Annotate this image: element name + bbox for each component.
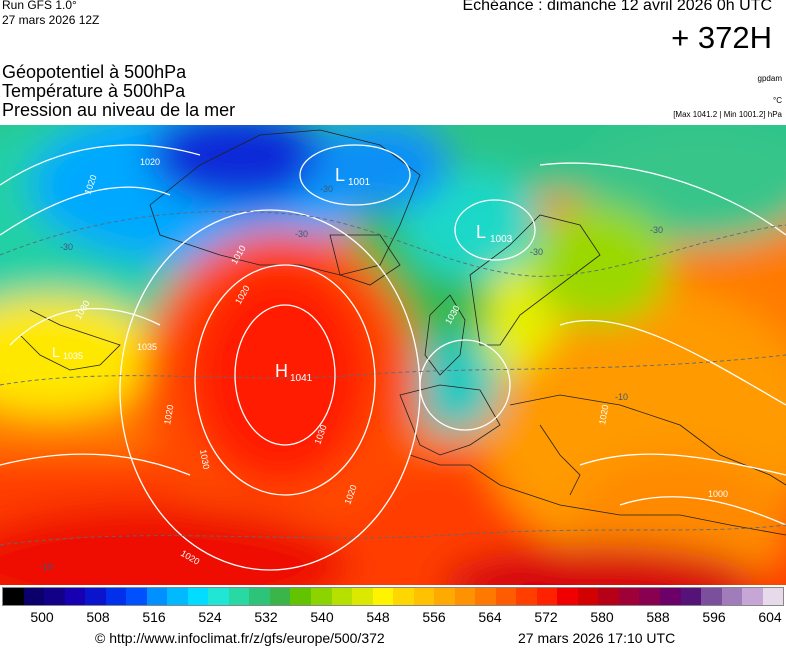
valid-time: Echéance : dimanche 12 avril 2026 0h UTC [462,0,772,14]
color-scale-cell [639,588,660,605]
color-scale-cell [660,588,681,605]
pressure-center-low: L 1001 [335,165,371,188]
pressure-center-symbol: L [335,165,345,185]
color-scale-cell [3,588,24,605]
color-scale-cell [372,588,394,605]
coastlines [19,129,786,536]
pressure-center-low: L 1003 [476,222,513,245]
color-scale-cell [680,588,702,605]
field-title-temperature: Température à 500hPa [2,81,186,101]
isotherm-label: -30 [530,247,543,257]
color-scale-cell [249,588,270,605]
field-title-pressure: Pression au niveau de la mer [2,100,236,120]
isobar-label: 1020 [597,404,610,425]
color-scale-cell [105,588,127,605]
isobar-label: 1000 [708,489,728,499]
color-scale-cell [269,588,291,605]
color-scale-cell [146,588,168,605]
pressure-center-symbol: L [52,344,60,360]
color-scale-cell [618,588,640,605]
color-scale-cell [701,588,722,605]
color-scale-tick: 516 [142,609,166,625]
color-scale-tick: 540 [310,609,334,625]
color-scale-tick: 572 [534,609,558,625]
color-scale-cell [577,588,599,605]
source-url: © http://www.infoclimat.fr/z/gfs/europe/… [95,630,385,646]
isotherms [0,210,786,546]
color-scale-cell [126,588,147,605]
color-scale-cell [187,588,209,605]
color-scale-cell [516,588,537,605]
color-scale-cell [44,588,65,605]
color-scale-tick: 596 [702,609,726,625]
color-scale-tick: 508 [86,609,110,625]
pressure-center-high: H 1041 [275,361,313,384]
color-scale-tick: 524 [198,609,222,625]
isobar-label: 1020 [162,404,175,425]
field-title-geopotential: Géopotentiel à 500hPa [2,62,187,82]
color-scale-tick: 532 [254,609,278,625]
color-scale-cell [352,588,373,605]
color-scale-ticks: 500 508 516 524 532 540 548 556 564 572 580 588 596 6… [0,609,786,627]
color-scale-cell [557,588,578,605]
pressure-center-value: 1001 [348,177,371,188]
isotherm-label: -30 [320,184,333,194]
isotherm-label: -30 [650,225,663,235]
lead-time: + 372H [671,20,772,55]
isotherm-label: -10 [40,562,53,572]
isobars [0,144,786,571]
color-scale-tick: 588 [646,609,670,625]
color-scale-cell [475,588,496,605]
color-scale-tick: 556 [422,609,446,625]
color-scale-cell [64,588,86,605]
generated-timestamp: 27 mars 2026 17:10 UTC [518,630,676,646]
model-code: gpdam [757,74,782,83]
pressure-range: [Max 1041.2 | Min 1001.2] hPa [673,110,782,119]
color-scale-cell [762,588,784,605]
color-scale-cell [598,588,619,605]
temperature-unit: °C [773,96,782,105]
isobar-label: 1035 [137,342,157,352]
color-scale-cell [413,588,435,605]
color-scale-tick: 548 [366,609,390,625]
color-scale-bar [2,587,784,606]
run-date: 27 mars 2026 12Z [2,13,100,27]
pressure-center-value: 1003 [490,234,513,245]
geopotential-field [0,125,786,585]
color-scale-cell [208,588,229,605]
color-scale-cell [23,588,45,605]
weather-map: H 1041 L 1001 L 1003 L 1035 1020 1030 10… [0,125,786,585]
run-title: Run GFS 1.0° [2,0,77,12]
color-scale-cell [536,588,558,605]
color-scale-cell [434,588,455,605]
isobar-label: 1030 [198,449,211,470]
color-scale-cell [454,588,476,605]
isotherm-label: -30 [60,242,73,252]
color-scale-tick: 604 [758,609,782,625]
color-scale-cell [495,588,517,605]
color-scale-cell [85,588,106,605]
color-scale-cell [310,588,332,605]
color-scale-tick: 564 [478,609,502,625]
color-scale-cell [742,588,763,605]
pressure-center-value: 1035 [63,351,83,361]
isotherm-labels: -30 -30 -30 -30 -30 -10 -10 [40,184,663,572]
pressure-center-symbol: L [476,222,486,242]
color-scale-cell [228,588,250,605]
color-scale-cell [290,588,311,605]
isotherm-label: -30 [295,229,308,239]
color-scale-cell [721,588,743,605]
pressure-center-symbol: H [275,361,288,381]
color-scale-cell [167,588,188,605]
pressure-center-low: L 1035 [52,344,83,361]
color-scale-tick: 580 [590,609,614,625]
color-scale-cell [331,588,353,605]
color-scale-tick: 500 [30,609,54,625]
isobar-label: 1020 [140,157,160,167]
color-scale-cell [393,588,414,605]
pressure-center-value: 1041 [290,373,313,384]
isotherm-label: -10 [615,392,628,402]
